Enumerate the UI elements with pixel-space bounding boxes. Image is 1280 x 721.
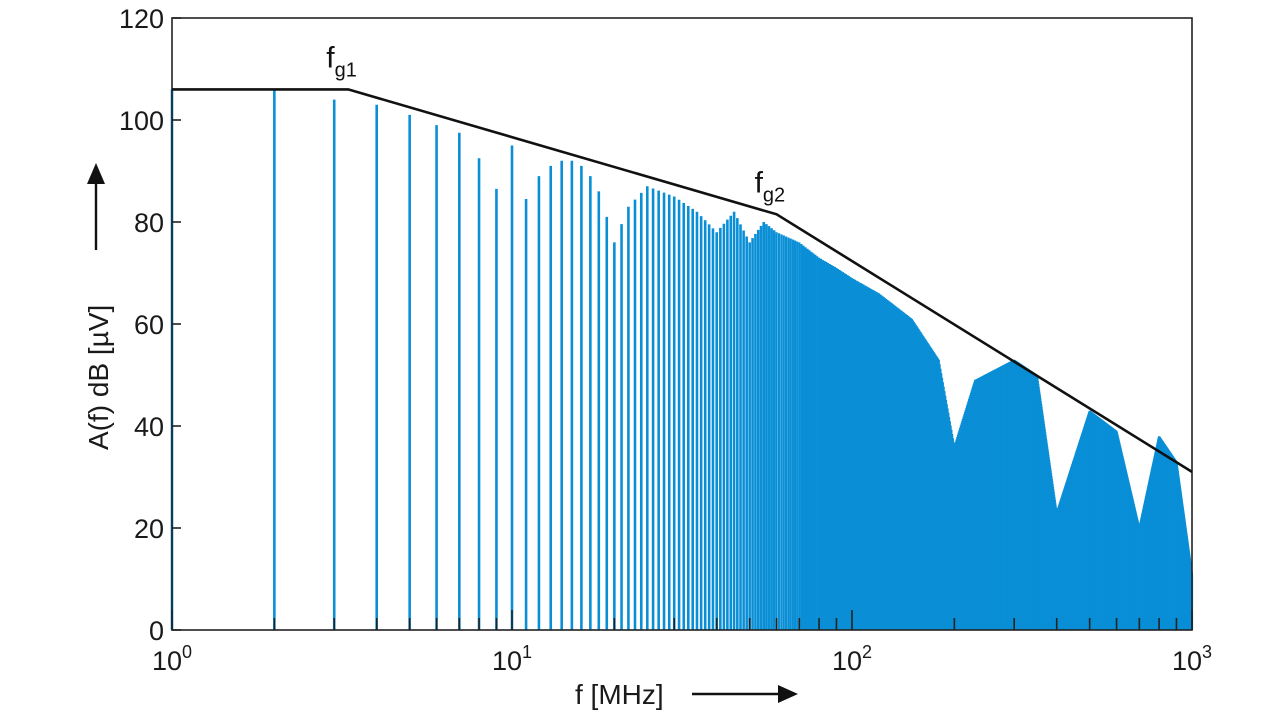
x-axis: 100 101 102 103 xyxy=(152,610,1212,676)
y-tick-label: 20 xyxy=(134,514,164,544)
y-tick-label: 0 xyxy=(149,616,164,646)
y-tick-label: 80 xyxy=(134,208,164,238)
x-tick-label: 101 xyxy=(492,642,532,676)
y-axis-arrow xyxy=(87,163,105,250)
y-tick-label: 40 xyxy=(134,412,164,442)
y-tick-label: 60 xyxy=(134,310,164,340)
spectral-lines xyxy=(170,89,1194,630)
x-minor-ticks xyxy=(273,618,1178,630)
y-axis-title: A(f) dB [µV] xyxy=(83,305,114,450)
x-tick-label: 103 xyxy=(1172,642,1212,676)
corner-frequency-label: fg1 xyxy=(326,41,357,81)
corner-frequency-labels: fg1 fg2 xyxy=(326,41,785,206)
envelope-line xyxy=(172,88,1193,474)
x-tick-label: 100 xyxy=(152,642,192,676)
x-axis-arrow xyxy=(692,685,798,703)
y-axis: 0 20 40 60 80 100 120 xyxy=(119,4,181,646)
x-tick-label: 102 xyxy=(832,642,872,676)
y-tick-label: 120 xyxy=(119,4,164,34)
y-tick-label: 100 xyxy=(119,106,164,136)
x-axis-title: f [MHz] xyxy=(575,679,664,710)
corner-frequency-label: fg2 xyxy=(755,166,786,206)
